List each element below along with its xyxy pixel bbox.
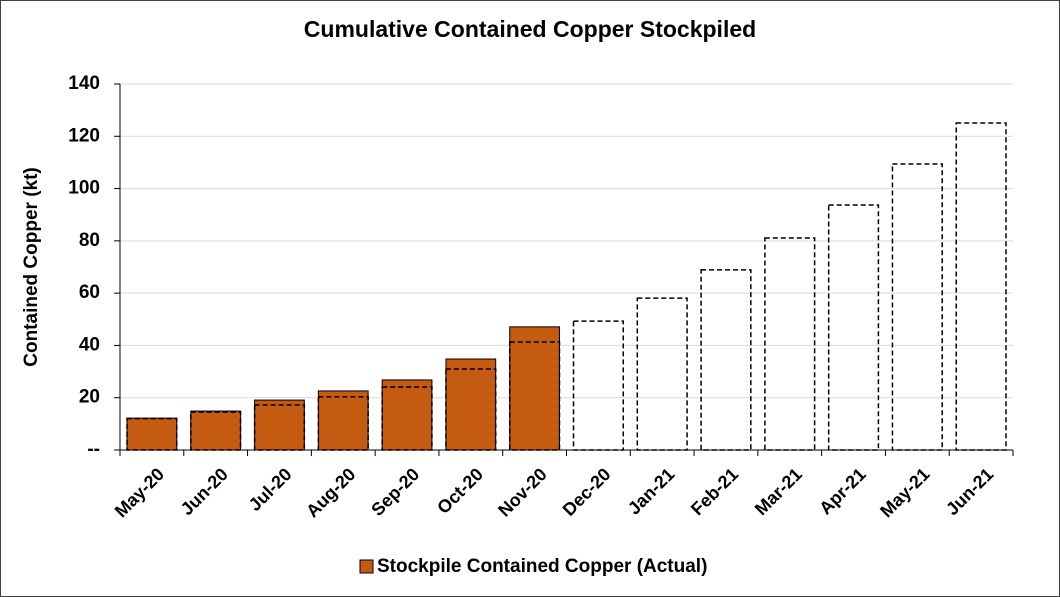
chart-title: Cumulative Contained Copper Stockpiled <box>304 16 756 42</box>
y-tick-label: 60 <box>79 282 100 303</box>
bar <box>955 122 1007 451</box>
bar <box>254 399 305 451</box>
y-tick-label: 140 <box>68 73 100 94</box>
bar <box>317 390 369 451</box>
bar <box>445 368 497 451</box>
bar <box>827 204 880 451</box>
bar <box>764 237 816 451</box>
y-tick-label: -- <box>87 439 100 460</box>
bar <box>509 326 560 451</box>
bar <box>381 386 433 451</box>
bar <box>572 320 625 451</box>
y-tick-label: 120 <box>68 125 100 146</box>
bar <box>636 297 688 451</box>
y-tick-label: 100 <box>68 178 100 199</box>
bar <box>508 341 561 451</box>
bar <box>445 358 497 451</box>
y-tick-label: 20 <box>79 387 100 408</box>
y-axis-label: Contained Copper (kt) <box>21 167 42 367</box>
bar <box>317 396 369 451</box>
legend-label: Stockpile Contained Copper (Actual) <box>377 556 707 577</box>
bar <box>190 410 242 451</box>
legend-swatch <box>359 559 374 574</box>
bar <box>253 404 306 451</box>
bar <box>190 411 242 451</box>
bar <box>126 417 178 451</box>
bar <box>891 163 943 451</box>
y-tick-label: 40 <box>79 334 100 355</box>
bar <box>126 417 178 451</box>
bar <box>700 269 752 451</box>
y-tick-label: 80 <box>79 230 100 251</box>
bar <box>381 379 433 451</box>
